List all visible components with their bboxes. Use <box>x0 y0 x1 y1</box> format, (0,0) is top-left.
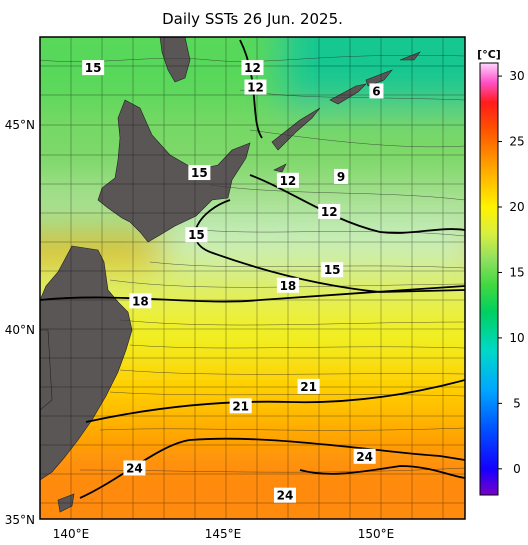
contour-label: 24 <box>126 461 143 475</box>
kuril-1 <box>271 107 321 151</box>
contour-labels: 15 12 12 6 15 12 9 12 15 15 18 18 21 21 24 24 24 <box>82 60 384 503</box>
contour-label-bg <box>185 227 208 243</box>
map-title: Daily SSTs 26 Jun. 2025. <box>162 10 343 28</box>
sakhalin <box>159 37 191 83</box>
contour-label-bg <box>276 277 299 293</box>
colorbar-unit: [°C] <box>477 48 501 61</box>
contour-label: 15 <box>188 228 205 242</box>
lat-label: 35°N <box>5 513 35 527</box>
map-frame <box>39 36 466 520</box>
colorbar-ticks: 30 25 20 15 10 5 0 <box>498 69 525 476</box>
contour-label-bg <box>276 172 299 188</box>
land <box>40 37 421 513</box>
contour-label: 15 <box>324 263 341 277</box>
contour-label: 18 <box>132 294 149 308</box>
honshu-north <box>40 245 133 481</box>
colorbar-tick-label: 15 <box>509 265 524 279</box>
contour-label-bg <box>129 293 152 309</box>
contour-label: 6 <box>372 84 380 98</box>
contour-label: 12 <box>321 205 338 219</box>
colorbar-scale <box>479 62 499 496</box>
contour-label-bg <box>318 203 341 219</box>
colorbar-tick-label: 10 <box>509 331 524 345</box>
contour-label-bg <box>123 460 146 476</box>
contour-label: 9 <box>337 170 345 184</box>
lon-label: 150°E <box>358 527 395 541</box>
contour-label-bg <box>321 262 344 278</box>
contour-label: 24 <box>277 489 294 503</box>
colorbar-tick-label: 0 <box>513 462 521 476</box>
iso-12-north <box>239 39 263 139</box>
contour-label-bg <box>244 79 267 95</box>
contour-label-bg <box>229 398 252 414</box>
contour-label-bg <box>369 83 384 99</box>
colorbar-tick-label: 5 <box>513 396 521 410</box>
contour-label-bg <box>273 487 296 503</box>
iso-12 <box>249 174 465 234</box>
kuril-5 <box>273 163 287 173</box>
colorbar-tick-label: 30 <box>509 69 524 83</box>
contour-label-bg <box>353 448 376 464</box>
colorbar-tick-label: 20 <box>509 200 524 214</box>
contour-label: 21 <box>232 399 249 413</box>
contour-label: 24 <box>356 450 373 464</box>
contour-label: 15 <box>191 166 208 180</box>
contour-label: 12 <box>280 174 297 188</box>
kuril-3 <box>365 69 393 87</box>
contour-label: 18 <box>280 279 297 293</box>
kuril-4 <box>399 51 421 61</box>
contour-label-bg <box>241 60 264 76</box>
contour-label: 12 <box>244 61 261 75</box>
colorbar-tick-label: 25 <box>509 135 524 149</box>
contour-label: 12 <box>247 81 264 95</box>
iso-15 <box>194 199 465 293</box>
contour-label-bg <box>297 378 320 394</box>
lat-label: 45°N <box>5 118 35 132</box>
kuril-2 <box>329 83 367 105</box>
lat-axis: 45°N 40°N 35°N <box>5 118 35 527</box>
colorbar: [°C] 30 25 20 15 10 5 0 <box>477 48 525 496</box>
contour-label-bg <box>82 60 105 76</box>
lon-label: 140°E <box>53 527 90 541</box>
lon-label: 145°E <box>205 527 242 541</box>
west-strip <box>40 329 53 411</box>
contour-label-bg <box>188 165 211 181</box>
contour-label-bg <box>334 168 349 184</box>
lat-label: 40°N <box>5 323 35 337</box>
contour-label: 15 <box>85 61 102 75</box>
contour-label: 21 <box>300 380 317 394</box>
iso-21 <box>85 379 465 423</box>
lon-axis: 140°E 145°E 150°E <box>53 527 395 541</box>
